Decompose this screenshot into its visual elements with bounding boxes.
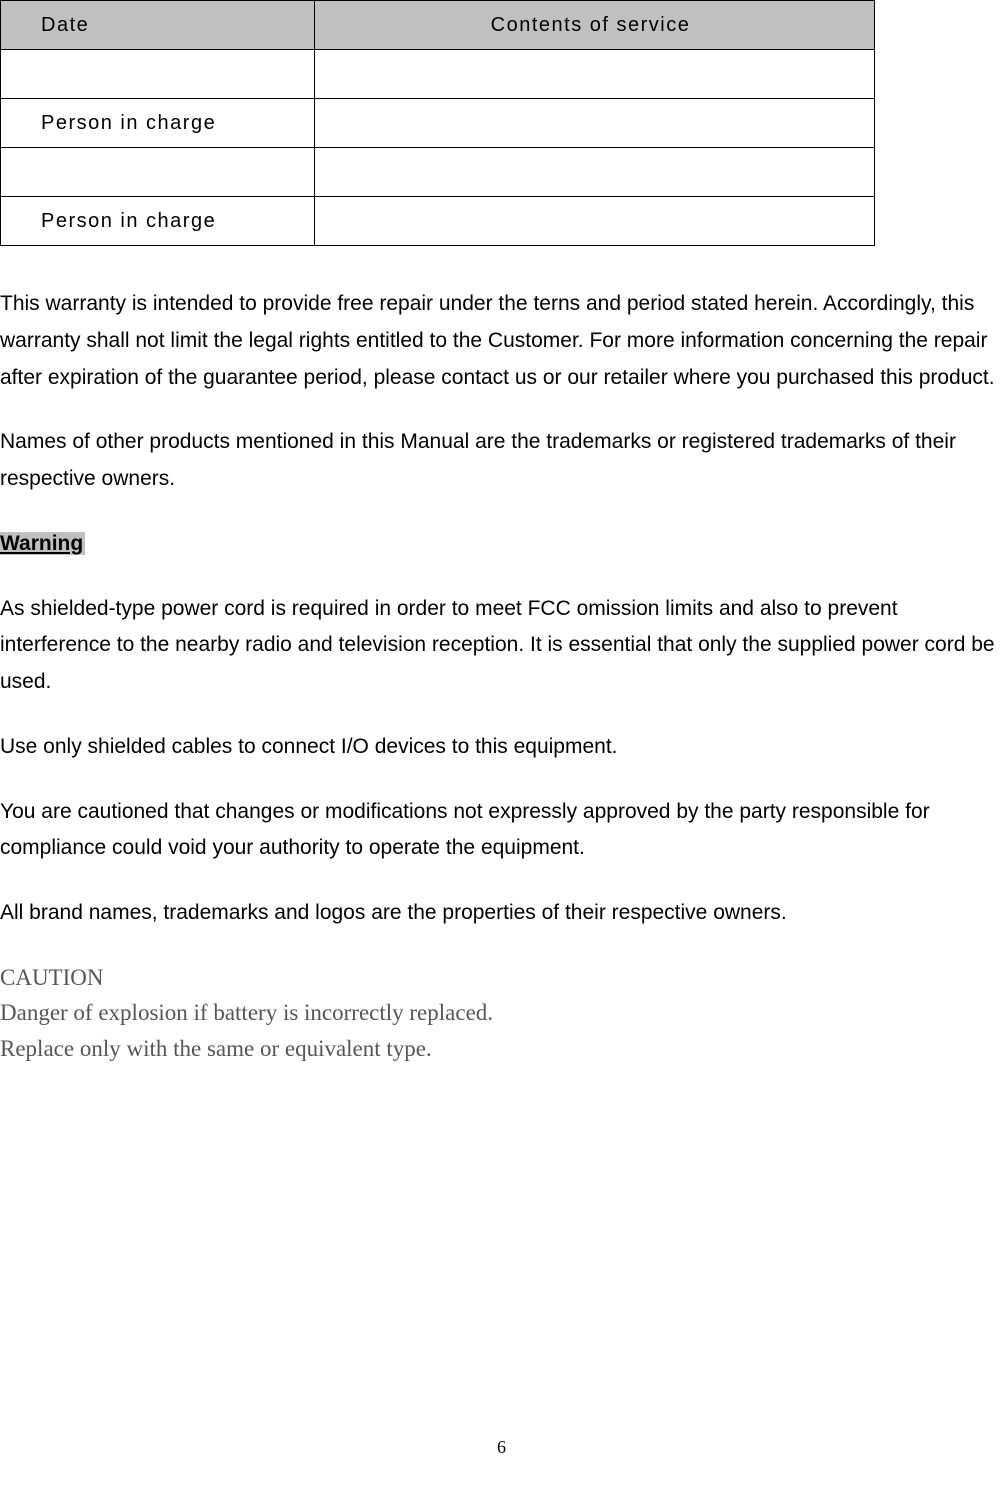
paragraph-trademarks: Names of other products mentioned in thi…	[0, 424, 999, 498]
header-contents: Contents of service	[315, 1, 875, 50]
cell-contents	[315, 197, 875, 246]
header-date: Date	[1, 1, 315, 50]
caution-line-2: Replace only with the same or equivalent…	[0, 1031, 999, 1067]
paragraph-warning-1: As shielded-type power cord is required …	[0, 591, 999, 701]
caution-block: CAUTION Danger of explosion if battery i…	[0, 960, 999, 1067]
cell-contents	[315, 50, 875, 99]
paragraph-warning-4: All brand names, trademarks and logos ar…	[0, 895, 999, 932]
cell-date	[1, 50, 315, 99]
table-row: Person in charge	[1, 99, 875, 148]
page-number: 6	[0, 1437, 1003, 1458]
body-text: This warranty is intended to provide fre…	[0, 286, 1003, 1067]
cell-contents	[315, 99, 875, 148]
table-row	[1, 148, 875, 197]
paragraph-warning-2: Use only shielded cables to connect I/O …	[0, 729, 999, 766]
caution-title: CAUTION	[0, 960, 999, 996]
service-record-table: Date Contents of service Person in charg…	[0, 0, 875, 246]
warning-heading-block: Warning	[0, 526, 999, 563]
table-header-row: Date Contents of service	[1, 1, 875, 50]
warning-label: Warning	[0, 532, 85, 555]
cell-person: Person in charge	[1, 99, 315, 148]
cell-date	[1, 148, 315, 197]
paragraph-warranty: This warranty is intended to provide fre…	[0, 286, 999, 396]
paragraph-warning-3: You are cautioned that changes or modifi…	[0, 794, 999, 868]
table-row	[1, 50, 875, 99]
cell-contents	[315, 148, 875, 197]
caution-line-1: Danger of explosion if battery is incorr…	[0, 995, 999, 1031]
document-page: Date Contents of service Person in charg…	[0, 0, 1003, 1486]
cell-person: Person in charge	[1, 197, 315, 246]
table-row: Person in charge	[1, 197, 875, 246]
